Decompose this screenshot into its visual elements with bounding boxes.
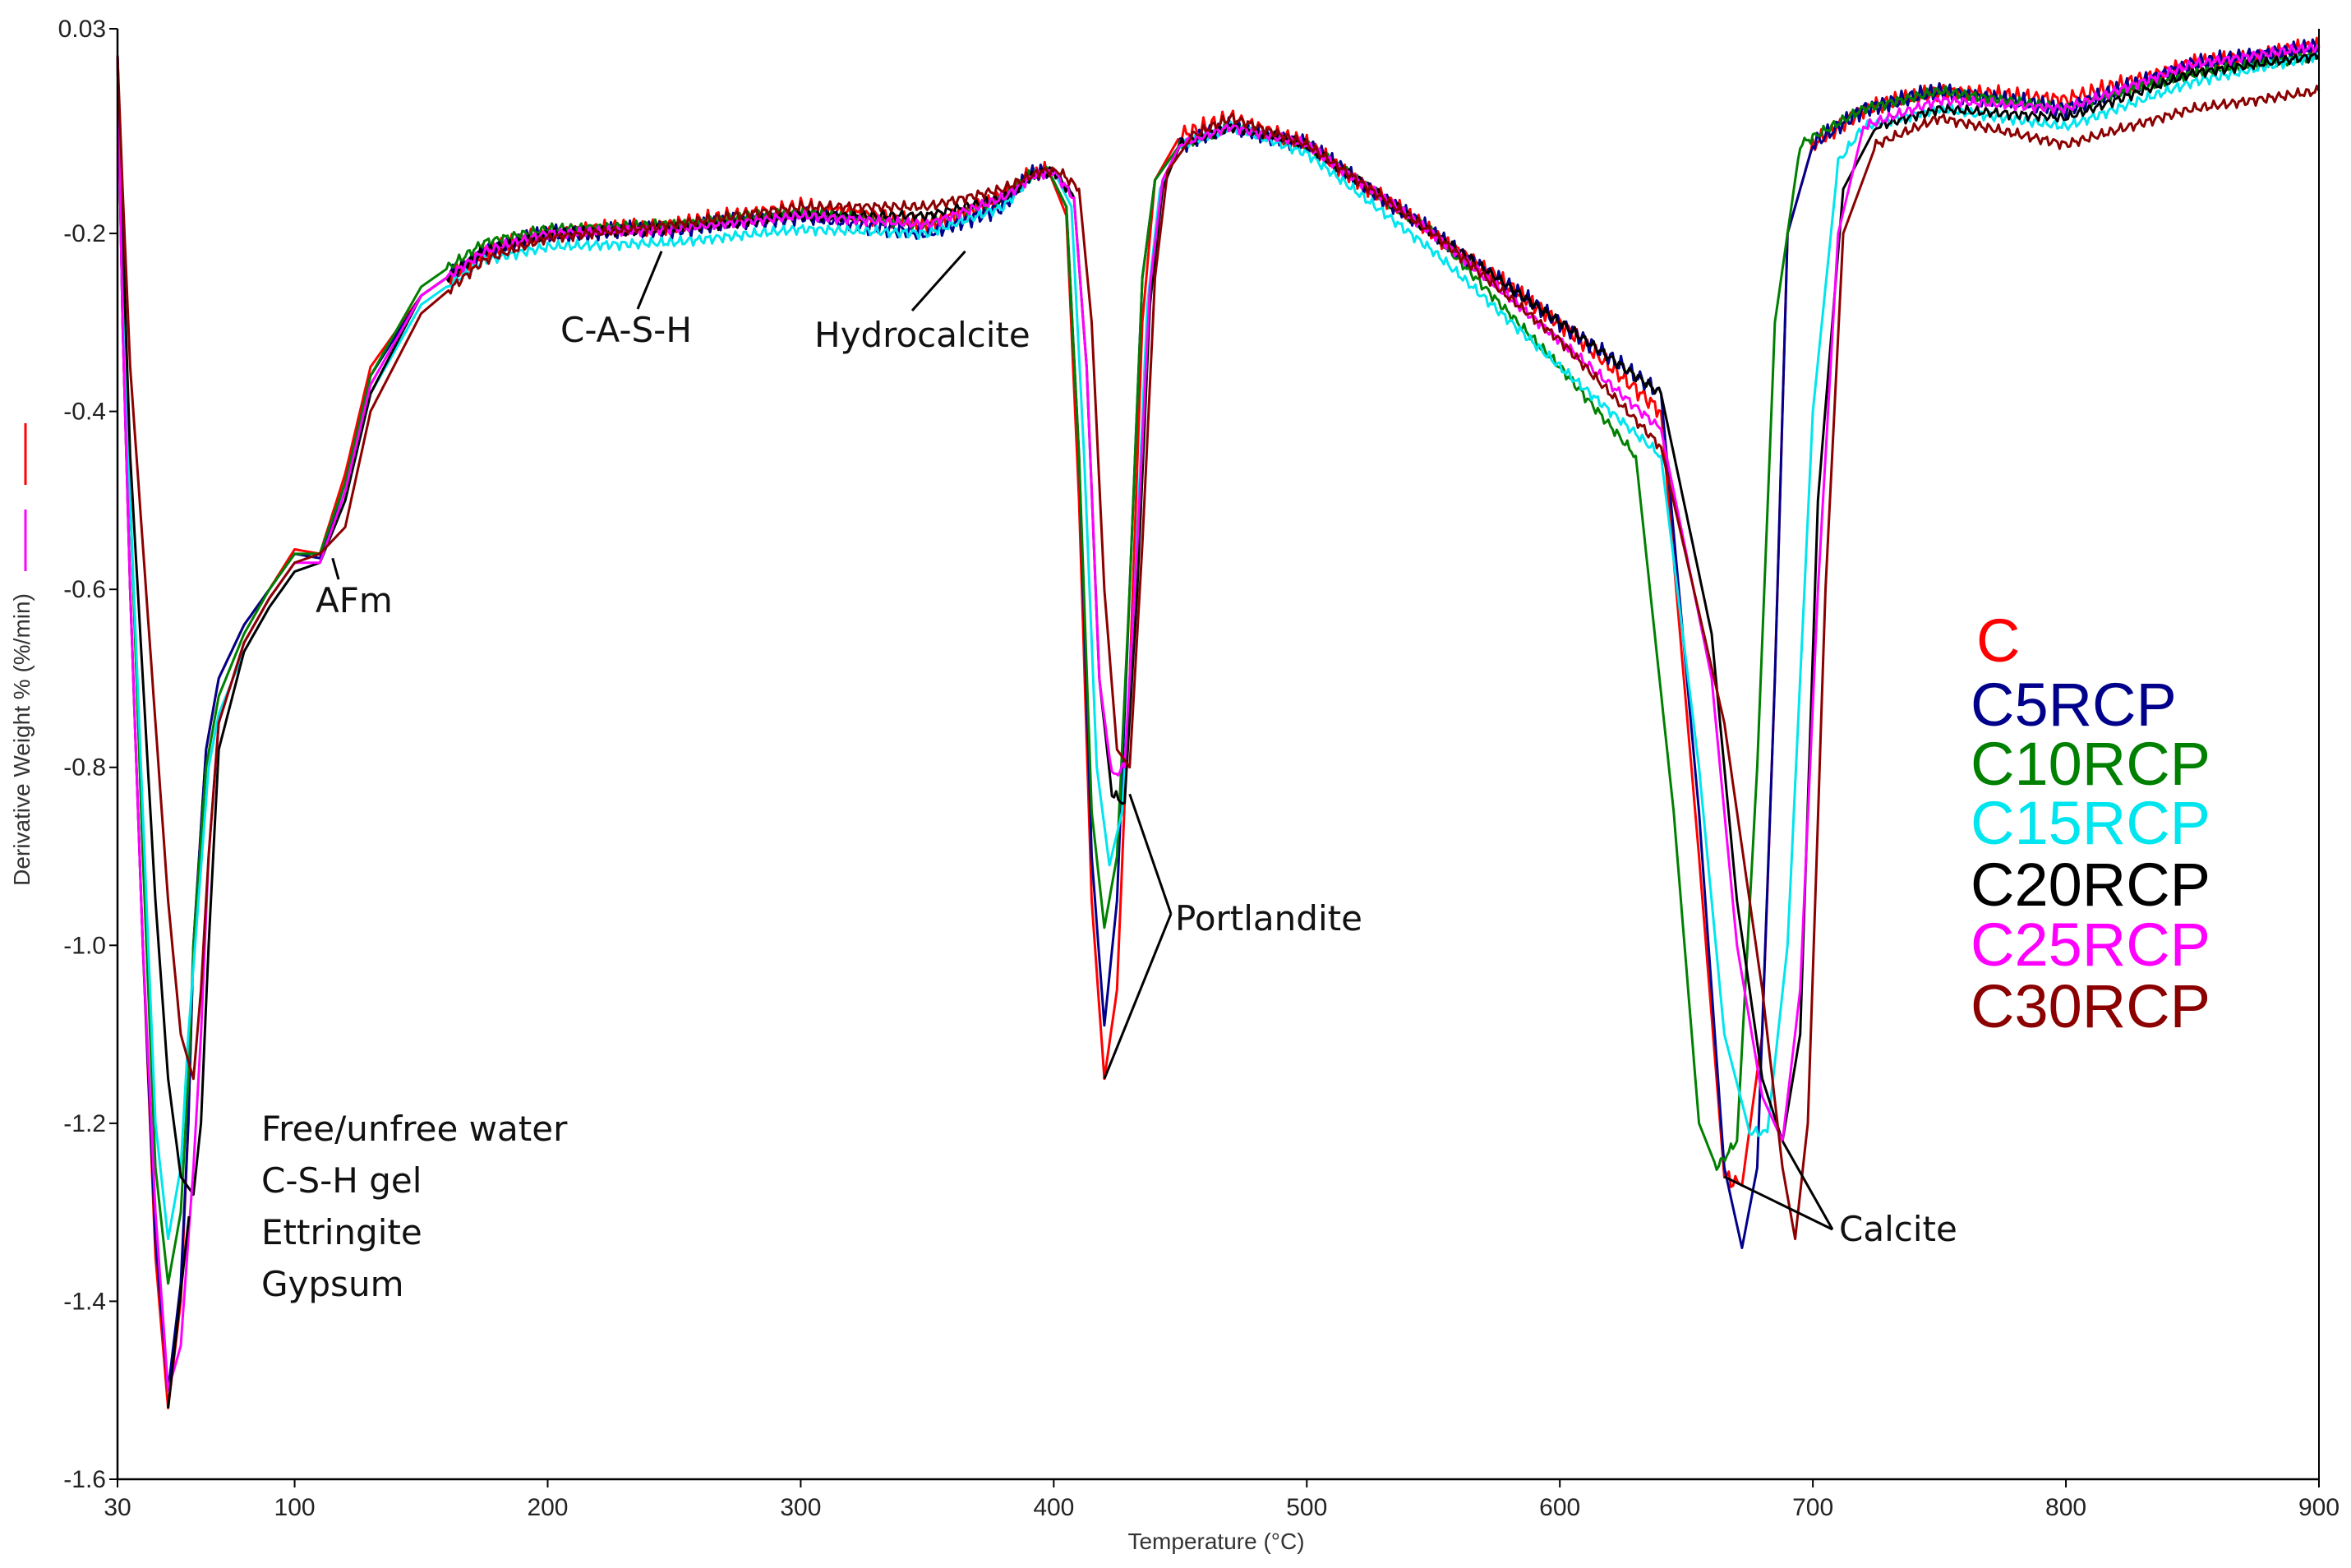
- y-tick-label: -1.4: [63, 1288, 106, 1315]
- annotation-leader-line: [636, 251, 663, 310]
- x-tick-label: 100: [274, 1494, 316, 1521]
- legend-entry-c5rcp: C5RCP: [1971, 671, 2177, 739]
- annotation-portlandite: Portlandite: [1103, 793, 1362, 1080]
- x-tick-label: 700: [1792, 1494, 1833, 1521]
- annotation-cash: C-A-S-H: [560, 251, 692, 350]
- x-tick-label: 800: [2045, 1494, 2086, 1521]
- series-line-c30rcp: [116, 55, 2321, 1241]
- annotation-hydrocalcite: Hydrocalcite: [814, 250, 1030, 355]
- legend-entry-c: C: [1976, 606, 2020, 675]
- annotation-label: Ettringite: [261, 1212, 422, 1252]
- annotation-leader-line: [1723, 1175, 1833, 1231]
- legend-entry-c20rcp: C20RCP: [1971, 851, 2210, 919]
- annotation-leader-line: [331, 557, 340, 580]
- annotation-label: C-A-S-H: [560, 310, 692, 350]
- x-tick-label: 900: [2298, 1494, 2339, 1521]
- y-tick-label: -0.4: [63, 399, 106, 426]
- series-line-c25rcp: [116, 42, 2320, 1392]
- x-tick-label: 30: [104, 1494, 131, 1521]
- x-tick-label: 200: [527, 1494, 568, 1521]
- annotation-layer: Free/unfree water C-S-H gel Ettringite Gyps…: [167, 250, 1957, 1409]
- legend-entry-c10rcp: C10RCP: [1971, 730, 2210, 798]
- y-tick-label: -1.2: [63, 1110, 106, 1137]
- annotation-label: C-S-H gel: [261, 1160, 422, 1201]
- legend-entry-c25rcp: C25RCP: [1971, 911, 2210, 979]
- annotation-label: Calcite: [1839, 1209, 1957, 1249]
- annotation-calcite: Calcite: [1723, 1140, 1957, 1249]
- y-tick-label: -0.2: [63, 220, 106, 247]
- x-tick-label: 500: [1286, 1494, 1327, 1521]
- annotation-label: Portlandite: [1175, 898, 1362, 938]
- annotation-label: Free/unfree water: [261, 1109, 568, 1149]
- annotation-leader-line: [167, 1215, 191, 1409]
- annotation-afm: AFm: [316, 557, 393, 620]
- annotation-water: Free/unfree water C-S-H gel Ettringite Gyps…: [167, 1109, 568, 1409]
- y-tick-label: -0.8: [63, 754, 106, 782]
- annotation-label: Hydrocalcite: [814, 315, 1030, 355]
- x-tick-label: 400: [1033, 1494, 1074, 1521]
- annotation-leader-line: [1781, 1140, 1834, 1230]
- x-tick-label: 300: [780, 1494, 821, 1521]
- annotation-label: Gypsum: [261, 1264, 403, 1304]
- series-layer: [116, 36, 2321, 1409]
- annotation-leader-line: [1128, 793, 1173, 915]
- annotation-leader-line: [910, 250, 966, 311]
- y-tick-label: -1.0: [63, 932, 106, 959]
- y-tick-label: -0.6: [63, 576, 106, 603]
- x-ticks: 30 100 200 300 400 500 600 700 800 900: [104, 1479, 2339, 1521]
- annotation-leader-line: [1103, 913, 1173, 1080]
- x-axis-title: Temperature (°C): [1127, 1529, 1304, 1554]
- legend-entry-c30rcp: C30RCP: [1971, 972, 2210, 1040]
- y-tick-label: 0.03: [58, 16, 106, 43]
- annotation-label: AFm: [316, 580, 393, 620]
- x-tick-label: 600: [1539, 1494, 1580, 1521]
- y-tick-label: -1.6: [63, 1466, 106, 1493]
- axes-layer: 30 100 200 300 400 500 600 700 800 900 0.03 -0.2 -0…: [9, 16, 2339, 1554]
- y-ticks: 0.03 -0.2 -0.4 -0.6 -0.8 -1.0 -1.2 -1.4 -1.6: [58, 16, 118, 1493]
- legend-entry-c15rcp: C15RCP: [1971, 789, 2210, 857]
- y-axis-title: Derivative Weight % (%/min): [9, 593, 35, 886]
